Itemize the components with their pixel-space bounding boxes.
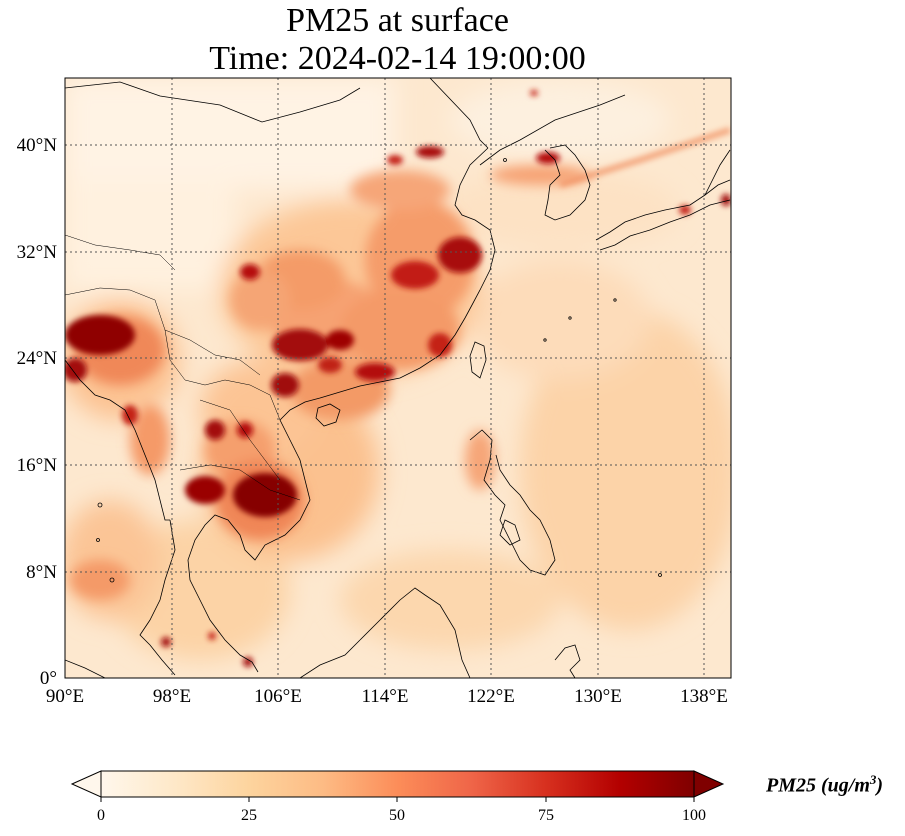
colorbar-tick-label: 75 [538, 807, 554, 824]
map-title-line2: Time: 2024-02-14 19:00:00 [209, 40, 586, 77]
colorbar-tick-label: 25 [241, 807, 257, 824]
colorbar-tick-label: 50 [389, 807, 405, 824]
y-tick-label: 8°N [26, 562, 57, 583]
map-title: PM25 at surface Time: 2024-02-14 19:00:0… [0, 2, 795, 78]
colorbar-label-end: ) [876, 774, 884, 797]
x-tick-label: 138°E [680, 686, 728, 707]
colorbar-tick-label: 100 [682, 807, 706, 824]
map-frame [64, 77, 732, 679]
high-concentration [65, 90, 731, 667]
colorbar-tick-label: 0 [97, 807, 105, 824]
pm25-field [65, 78, 731, 678]
coastlines [65, 78, 731, 678]
y-tick-label: 40°N [17, 135, 58, 156]
y-tick-label: 24°N [17, 348, 58, 369]
x-tick-label: 114°E [362, 686, 409, 707]
x-tick-label: 130°E [574, 686, 622, 707]
colorbar: 0 25 50 75 100 [70, 770, 725, 824]
y-tick-labels: 40°N 32°N 24°N 16°N 8°N 0° [17, 135, 58, 689]
y-tick-label: 32°N [17, 242, 58, 263]
colorbar-label-main: PM25 (ug/m [766, 774, 870, 797]
y-tick-label: 0° [40, 668, 57, 689]
colorbar-gradient [101, 771, 694, 797]
y-tick-label: 16°N [17, 455, 58, 476]
x-tick-label: 98°E [153, 686, 191, 707]
x-tick-label: 106°E [254, 686, 302, 707]
colorbar-min-extend [70, 770, 102, 798]
x-tick-label: 90°E [46, 686, 84, 707]
x-tick-labels: 90°E 98°E 106°E 114°E 122°E 130°E 138°E [46, 686, 728, 707]
x-tick-label: 122°E [467, 686, 515, 707]
colorbar-max-extend [693, 770, 725, 798]
colorbar-label: PM25 (ug/m3) [766, 772, 883, 798]
map-title-line1: PM25 at surface [286, 2, 509, 39]
map-gridlines [65, 78, 731, 678]
colorbar-label-superscript: 3 [869, 772, 877, 787]
